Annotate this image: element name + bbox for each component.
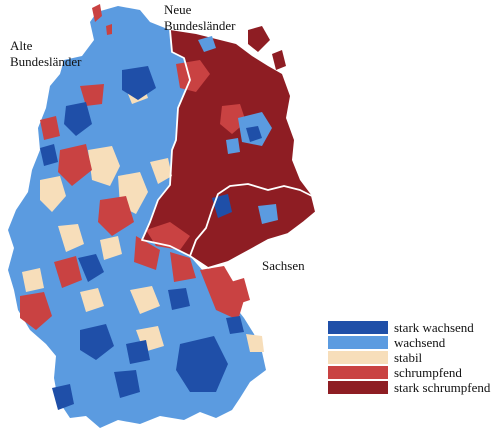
east-patch-1 (176, 60, 210, 92)
label-neue-line1: Neue (164, 2, 192, 17)
muenster-area (40, 144, 58, 166)
west-stabil-3 (40, 176, 66, 212)
legend-label: stabil (394, 350, 423, 365)
legend-row-stabil: stabil (328, 350, 490, 365)
east-rostock (198, 36, 216, 52)
west-schrumpf-5 (80, 84, 104, 106)
west-schrumpf-1 (58, 144, 92, 186)
ruegen (248, 26, 270, 52)
legend-swatch (328, 366, 388, 379)
legend-swatch (328, 381, 388, 394)
west-stabil-8 (100, 236, 122, 260)
freiburg-area (52, 384, 74, 410)
bremen-area (64, 102, 92, 136)
north-islands (92, 4, 112, 35)
east-berlin-core (246, 126, 262, 142)
west-stabil-5 (58, 224, 84, 252)
south-stabil-1 (130, 286, 160, 314)
usedom (272, 50, 286, 70)
rhein-main (78, 254, 104, 282)
legend-label: stark wachsend (394, 320, 474, 335)
bodensee-area (114, 370, 140, 398)
east-leipzig (212, 194, 232, 218)
west-schrumpf-4 (54, 256, 82, 288)
south-stabil-2 (80, 288, 104, 312)
legend-row-stark-schrumpfend: stark schrumpfend (328, 380, 490, 395)
nuernberg-area (168, 288, 190, 310)
south-dark-1 (126, 340, 150, 364)
legend-swatch (328, 336, 388, 349)
east-dresden (258, 204, 278, 224)
stuttgart-area (80, 324, 114, 360)
label-alte-bundeslaender: Alte Bundesländer (10, 38, 81, 70)
label-neue-line2: Bundesländer (164, 18, 236, 33)
label-sachsen: Sachsen (262, 258, 305, 273)
munich-area (176, 336, 228, 392)
label-neue-bundeslaender: Neue Bundesländer (164, 2, 235, 34)
legend-swatch (328, 351, 388, 364)
legend: stark wachsend wachsend stabil schrumpfe… (328, 320, 490, 395)
west-schrumpf-7 (200, 266, 244, 320)
west-schrumpf-3 (20, 292, 52, 330)
legend-row-wachsend: wachsend (328, 335, 490, 350)
west-stabil-4 (150, 158, 172, 184)
hamburg-area (122, 66, 156, 100)
west-schrumpf-6 (134, 236, 160, 270)
legend-label: schrumpfend (394, 365, 462, 380)
west-stabil-7 (22, 268, 44, 292)
label-alte-line1: Alte (10, 38, 33, 53)
legend-swatch (328, 321, 388, 334)
legend-row-schrumpfend: schrumpfend (328, 365, 490, 380)
legend-label: stark schrumpfend (394, 380, 491, 395)
east-potsdam (226, 138, 240, 154)
legend-label: wachsend (394, 335, 446, 350)
west-stabil-1 (88, 146, 120, 186)
label-alte-line2: Bundesländer (10, 54, 82, 69)
south-dark-2 (226, 316, 244, 334)
south-stabil-4 (246, 334, 264, 352)
sachsen-border-line (189, 183, 317, 269)
west-schrumpf-8 (170, 252, 196, 282)
west-schrumpf-2 (98, 196, 134, 236)
east-west-border-line (141, 29, 209, 269)
west-schrumpf-9 (40, 116, 60, 140)
east-border-red (224, 278, 250, 306)
legend-row-stark-wachsend: stark wachsend (328, 320, 490, 335)
